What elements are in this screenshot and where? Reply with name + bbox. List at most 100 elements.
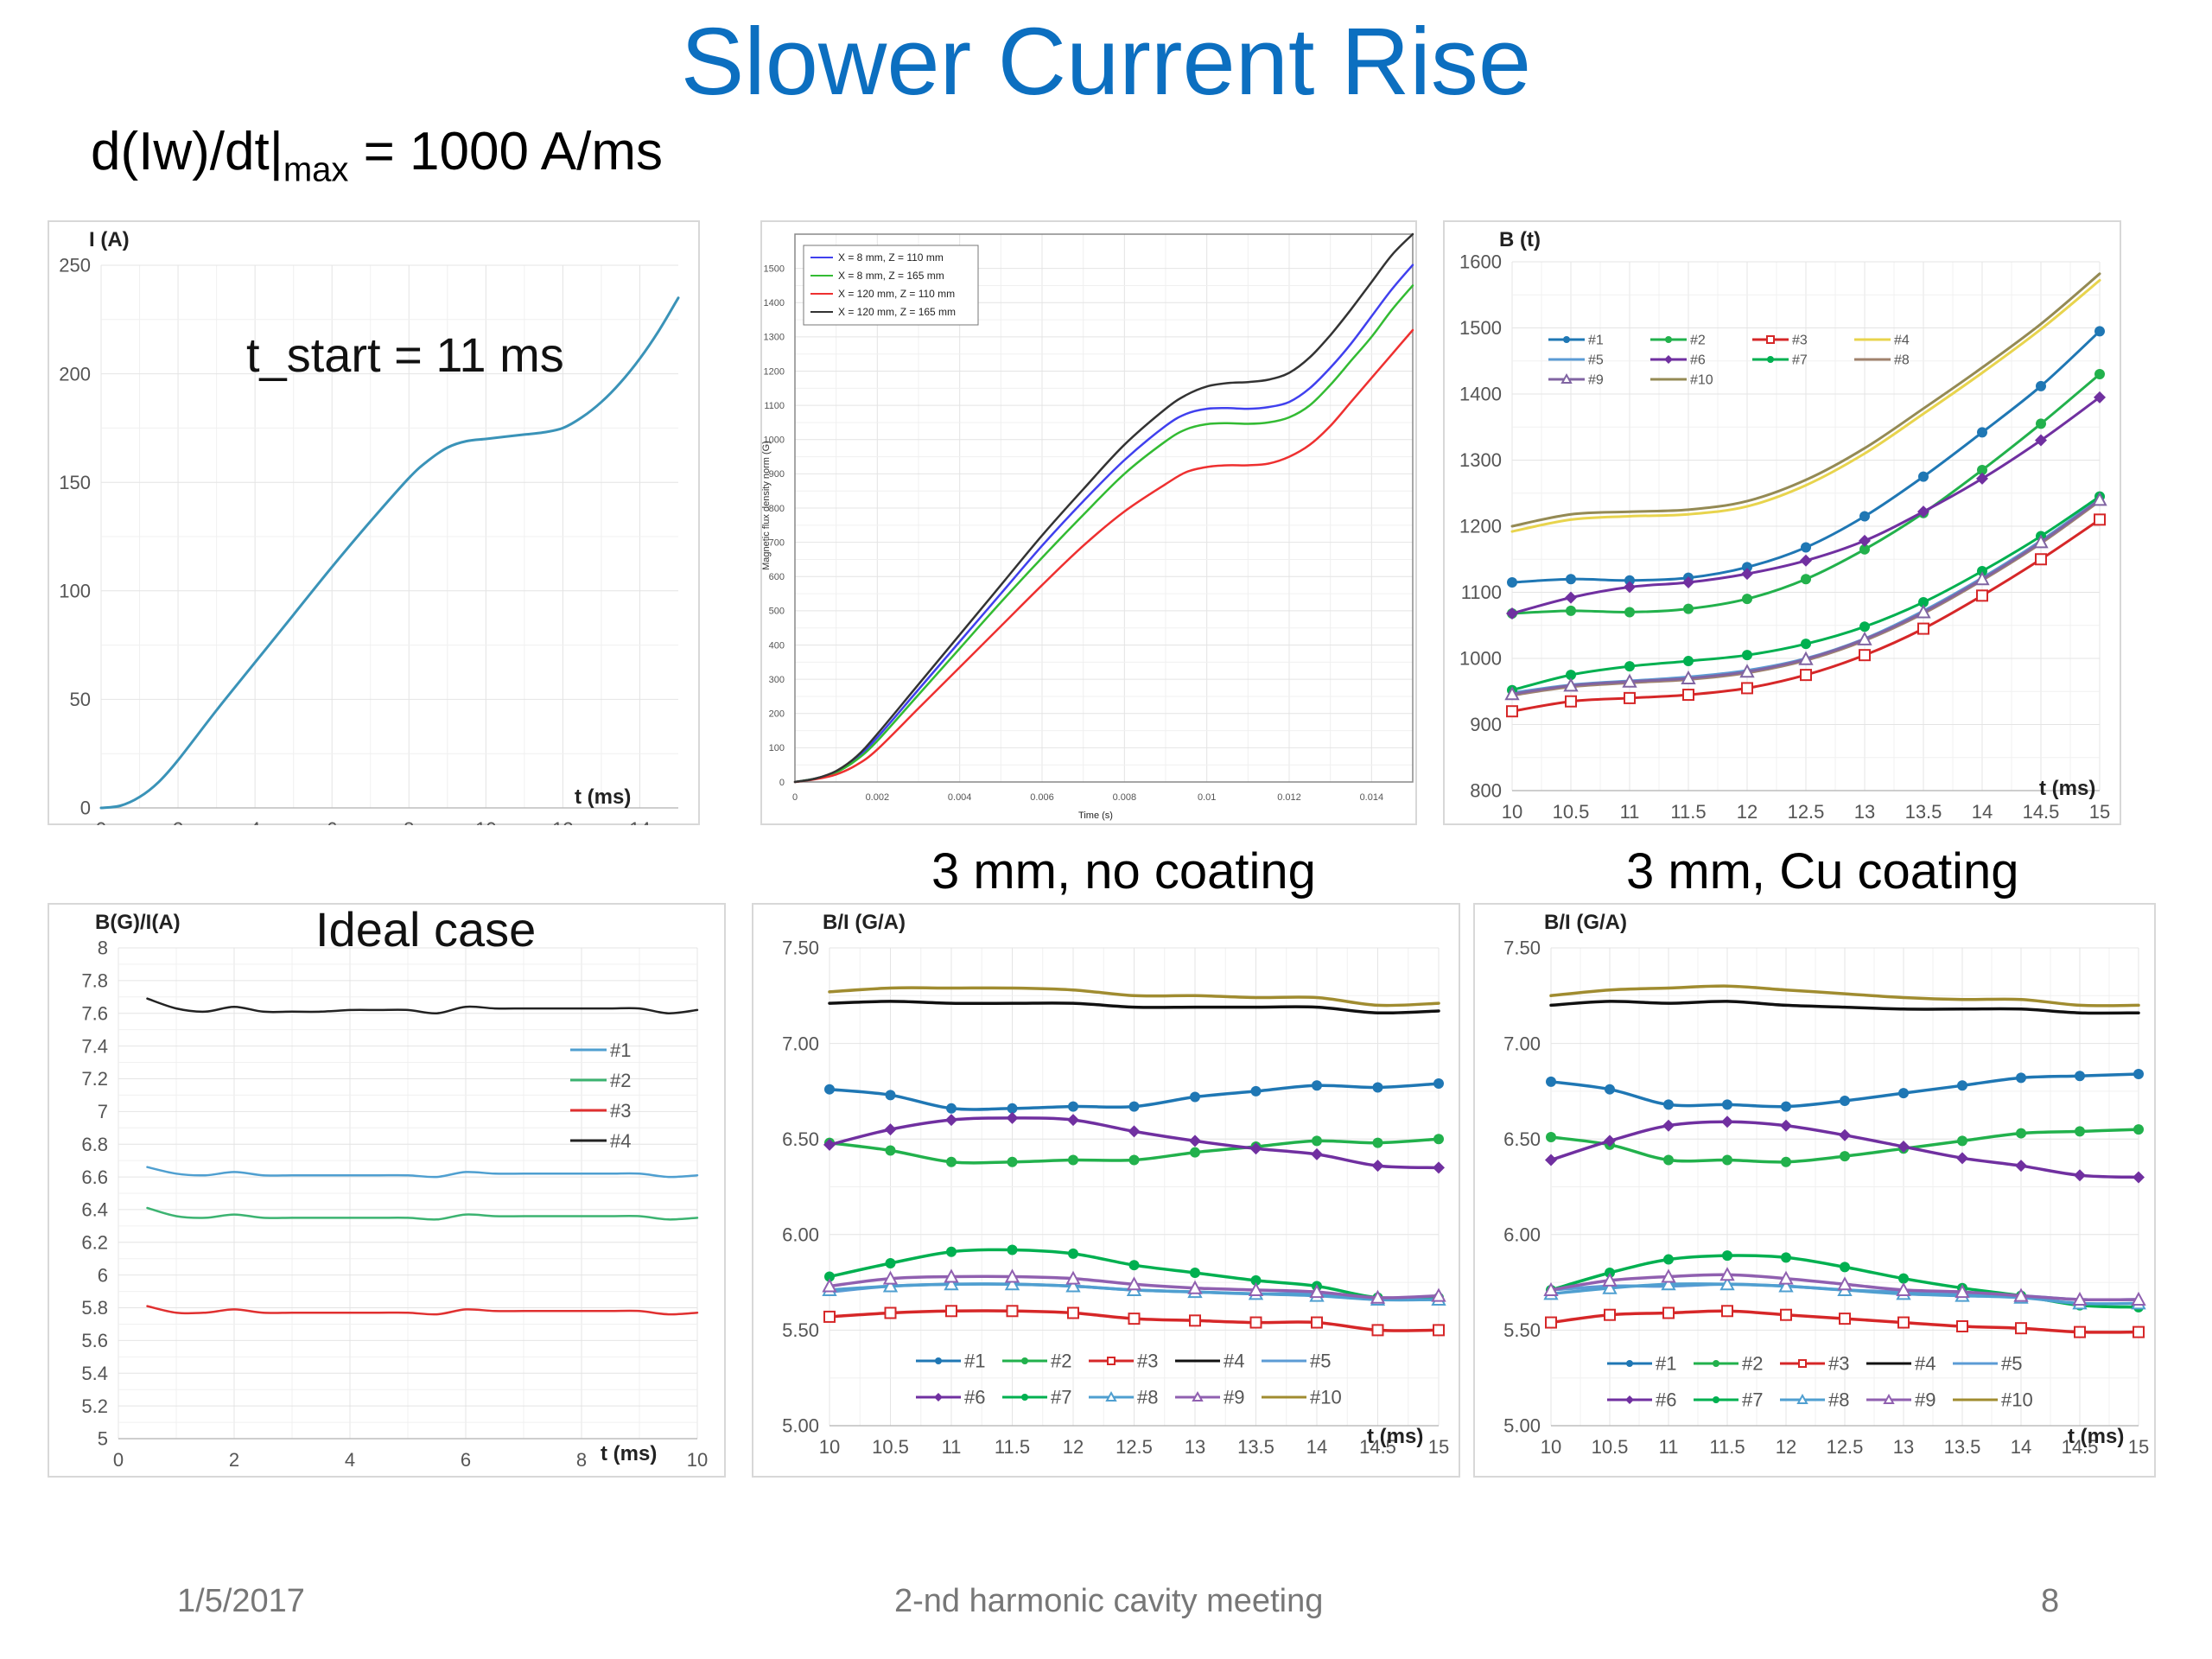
data-point bbox=[1719, 1276, 1735, 1291]
footer-event: 2-nd harmonic cavity meeting bbox=[894, 1583, 1324, 1619]
x-tick-label: 2 bbox=[173, 818, 183, 825]
x-tick-label: 11 bbox=[942, 1436, 962, 1458]
data-point bbox=[1801, 574, 1811, 585]
legend-label: #4 bbox=[1224, 1351, 1244, 1372]
y-axis-label: B/I (G/A) bbox=[823, 911, 906, 934]
x-tick-label: 12.5 bbox=[1827, 1436, 1864, 1458]
x-tick-label: 12 bbox=[1737, 801, 1758, 823]
data-point bbox=[2092, 492, 2107, 506]
data-point bbox=[2094, 326, 2105, 337]
y-tick-label: 5.00 bbox=[782, 1415, 819, 1437]
data-point bbox=[1624, 575, 1635, 586]
series-x-120-mm-z-165-mm bbox=[793, 232, 1414, 784]
y-tick-label: 800 bbox=[1470, 780, 1502, 802]
y-tick-label: 1600 bbox=[1459, 251, 1502, 273]
legend-label: #6 bbox=[964, 1387, 985, 1408]
x-axis-label: t (ms) bbox=[575, 785, 631, 809]
x-tick-label: 0 bbox=[113, 1449, 124, 1471]
data-point bbox=[1918, 596, 1929, 607]
data-point bbox=[1741, 568, 1753, 581]
data-point bbox=[1371, 1324, 1384, 1337]
legend: #1 #2 #3 #4 bbox=[570, 1039, 631, 1152]
data-point bbox=[885, 1145, 896, 1156]
data-point bbox=[1781, 1252, 1791, 1263]
legend-label: #3 bbox=[1137, 1351, 1158, 1372]
legend-label: #1 bbox=[1588, 334, 1604, 348]
y-tick-label: 150 bbox=[59, 472, 91, 493]
y-tick-label: 200 bbox=[59, 363, 91, 385]
legend: #1 #2 #3 #4 #5 #6 #7 #8 #9 #10 bbox=[916, 1351, 1342, 1408]
data-point bbox=[1565, 695, 1577, 708]
legend-label: #2 bbox=[1051, 1351, 1071, 1372]
data-point bbox=[945, 1305, 957, 1318]
x-tick-label: 11 bbox=[1659, 1436, 1679, 1458]
y-tick-label: 1400 bbox=[1459, 384, 1502, 405]
y-tick-label: 6.6 bbox=[81, 1166, 108, 1188]
x-tick-label: 13 bbox=[1854, 801, 1875, 823]
y-tick-label: 7.00 bbox=[782, 1033, 819, 1054]
y-tick-label: 900 bbox=[1470, 714, 1502, 735]
x-tick-label: 14.5 bbox=[1359, 1436, 1396, 1458]
data-point bbox=[1065, 1270, 1081, 1285]
series-x-120-mm-z-110-mm bbox=[793, 328, 1414, 784]
series--2 bbox=[824, 1134, 1444, 1167]
data-point bbox=[2033, 534, 2049, 549]
data-point bbox=[1624, 607, 1635, 618]
x-tick-label: 12.5 bbox=[1788, 801, 1825, 823]
data-point bbox=[2133, 1068, 2144, 1079]
series--10 bbox=[828, 986, 1440, 1007]
data-point bbox=[1311, 1316, 1323, 1329]
x-tick-label: 11 bbox=[1620, 801, 1640, 823]
y-axis-label: B (t) bbox=[1499, 228, 1541, 251]
legend-label: #5 bbox=[1310, 1351, 1331, 1372]
formula: d(Iw)/dt|max = 1000 A/ms bbox=[91, 121, 663, 189]
legend-label: #10 bbox=[1690, 373, 1713, 388]
data-point bbox=[2036, 380, 2046, 391]
data-point bbox=[1859, 534, 1871, 547]
y-tick-label: 1000 bbox=[764, 435, 785, 446]
data-point bbox=[1781, 1156, 1791, 1167]
data-point bbox=[2072, 1291, 2088, 1306]
data-point bbox=[1778, 1270, 1794, 1285]
x-axis-label: t (ms) bbox=[1367, 1425, 1423, 1448]
y-tick-label: 7.8 bbox=[81, 970, 108, 992]
data-point bbox=[1433, 1134, 1444, 1145]
y-tick-label: 6.00 bbox=[1503, 1224, 1541, 1246]
caption-no-coating: 3 mm, no coating bbox=[931, 843, 1316, 899]
series-line bbox=[1510, 272, 2101, 528]
data-point bbox=[1546, 1076, 1556, 1087]
data-point bbox=[1309, 1284, 1325, 1299]
y-tick-label: 5 bbox=[98, 1428, 108, 1450]
data-point bbox=[1780, 1119, 1792, 1132]
data-point bbox=[1128, 1313, 1141, 1325]
legend-label: #9 bbox=[1224, 1387, 1244, 1408]
x-tick-label: 12 bbox=[552, 818, 573, 825]
legend-label: #6 bbox=[1690, 353, 1706, 368]
data-point bbox=[1067, 1114, 1079, 1127]
series--4 bbox=[1549, 1000, 2140, 1015]
y-tick-label: 6.4 bbox=[81, 1199, 108, 1221]
series-x-8-mm-z-110-mm bbox=[793, 264, 1414, 784]
data-point bbox=[1433, 1078, 1444, 1090]
series-line bbox=[146, 1166, 699, 1179]
legend-label: #1 bbox=[1656, 1353, 1676, 1375]
data-point bbox=[1605, 1084, 1615, 1095]
data-point bbox=[1839, 1313, 1851, 1325]
series-line bbox=[1510, 329, 2101, 584]
y-tick-label: 6.8 bbox=[81, 1134, 108, 1155]
data-point bbox=[1859, 621, 1870, 632]
y-tick-label: 700 bbox=[769, 537, 785, 548]
data-point bbox=[1433, 1324, 1445, 1337]
legend-label: #8 bbox=[1137, 1387, 1158, 1408]
data-point bbox=[1021, 1357, 1028, 1364]
data-point bbox=[1545, 1316, 1557, 1329]
y-tick-label: 6 bbox=[98, 1264, 108, 1286]
y-tick-label: 1100 bbox=[1461, 582, 1502, 603]
data-point bbox=[884, 1123, 897, 1136]
x-tick-label: 15 bbox=[1428, 1436, 1449, 1458]
x-tick-label: 2 bbox=[229, 1449, 239, 1471]
data-point bbox=[1682, 689, 1694, 702]
data-point bbox=[1566, 605, 1576, 616]
legend-label: #7 bbox=[1051, 1387, 1071, 1408]
y-tick-label: 5.50 bbox=[1503, 1319, 1541, 1341]
